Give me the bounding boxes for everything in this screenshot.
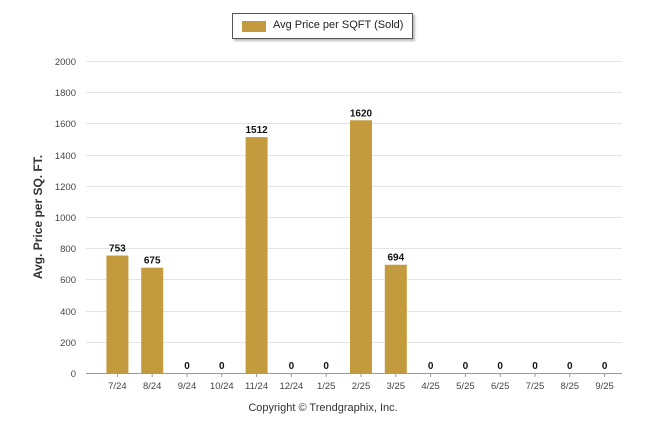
legend-swatch <box>242 21 266 32</box>
x-tick-label: 7/25 <box>526 381 545 392</box>
bar <box>350 120 372 373</box>
x-tick-label: 1/25 <box>317 381 336 392</box>
data-label: 0 <box>323 361 329 372</box>
bar <box>245 137 268 373</box>
data-label: 0 <box>532 361 538 372</box>
data-label: 694 <box>387 253 404 264</box>
data-label: 675 <box>144 256 161 267</box>
data-label: 753 <box>109 244 126 255</box>
x-tick-label: 6/25 <box>491 381 510 392</box>
x-tick-label: 8/25 <box>561 381 580 392</box>
data-label: 1620 <box>350 108 373 119</box>
data-label: 0 <box>289 361 295 372</box>
bar <box>384 264 407 373</box>
y-tick-label: 1800 <box>55 88 76 99</box>
y-tick-label: 1400 <box>55 151 76 162</box>
data-label: 0 <box>497 361 503 372</box>
x-tick-label: 8/24 <box>143 381 162 392</box>
y-tick-label: 1600 <box>55 119 76 130</box>
data-label: 1512 <box>245 125 268 136</box>
y-tick-label: 400 <box>60 307 76 318</box>
data-label: 0 <box>428 361 434 372</box>
data-label: 0 <box>463 361 469 372</box>
x-tick-label: 9/25 <box>595 381 614 392</box>
legend: Avg Price per SQFT (Sold) <box>232 13 413 39</box>
bar <box>106 255 129 373</box>
x-tick-label: 7/24 <box>108 381 127 392</box>
bar <box>141 267 164 373</box>
y-tick-label: 600 <box>60 275 76 286</box>
y-tick-label: 1000 <box>55 213 76 224</box>
x-tick-label: 12/24 <box>280 381 304 392</box>
data-label: 0 <box>567 361 573 372</box>
copyright-footer: Copyright © Trendgraphix, Inc. <box>248 402 398 414</box>
y-axis-label: Avg. Price per SQ. FT. <box>31 154 45 280</box>
y-tick-label: 1200 <box>55 182 76 193</box>
y-tick-label: 2000 <box>55 57 76 68</box>
data-label: 0 <box>219 361 225 372</box>
y-tick-label: 200 <box>60 338 76 349</box>
x-tick-label: 9/24 <box>178 381 197 392</box>
x-tick-label: 5/25 <box>456 381 475 392</box>
data-label: 0 <box>602 361 608 372</box>
legend-label: Avg Price per SQFT (Sold) <box>273 19 404 31</box>
x-tick-label: 2/25 <box>352 381 371 392</box>
x-tick-label: 10/24 <box>210 381 234 392</box>
x-tick-label: 11/24 <box>245 381 268 392</box>
x-tick-label: 3/25 <box>387 381 406 392</box>
y-tick-label: 0 <box>71 369 76 380</box>
x-tick-label: 4/25 <box>421 381 440 392</box>
data-label: 0 <box>184 361 190 372</box>
y-tick-label: 800 <box>60 244 76 255</box>
